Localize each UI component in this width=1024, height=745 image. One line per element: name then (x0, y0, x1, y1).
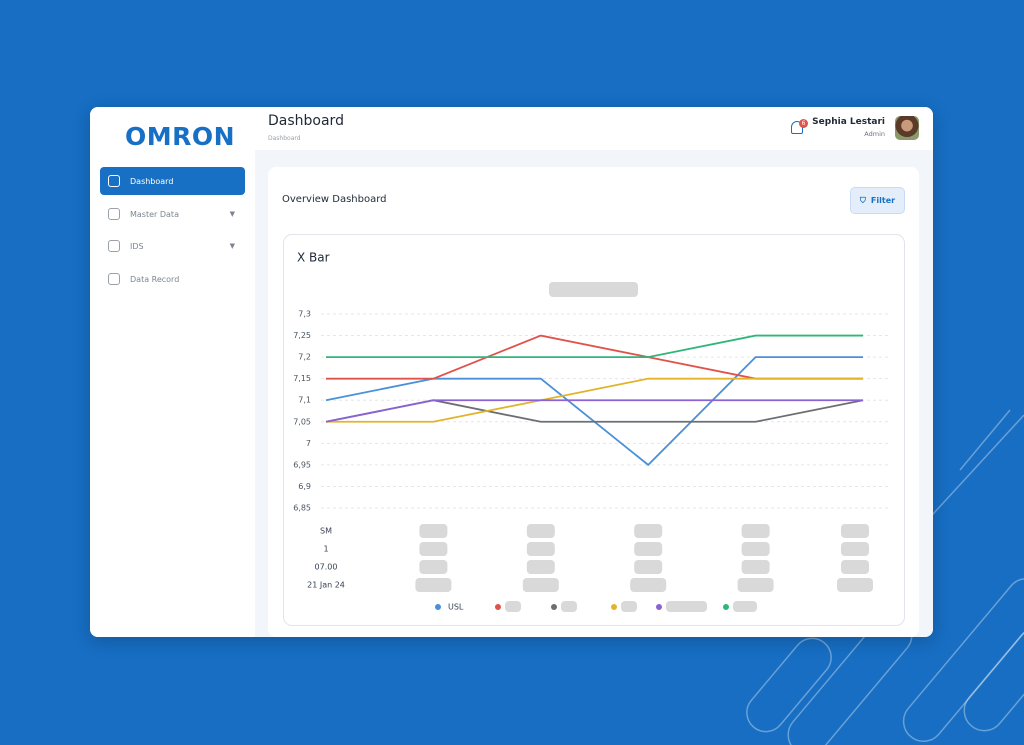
notification-badge: 6 (799, 119, 808, 128)
legend-swatch (551, 604, 557, 610)
redacted-subtitle (549, 282, 638, 297)
filter-label: Filter (870, 196, 896, 205)
redacted-legend-label (505, 601, 521, 612)
redacted-x-label (737, 578, 774, 592)
y-tick-label: 7,2 (298, 353, 311, 362)
redacted-legend-label (733, 601, 757, 612)
filter-button[interactable]: ⛉ Filter (850, 187, 905, 214)
redacted-x-label (630, 578, 667, 592)
series-line (326, 377, 863, 423)
chart-card: X Bar 7,3 7,25 7,2 7,15 7,1 7,05 7 6,95 6,9 6,85 S… (283, 234, 905, 626)
legend-swatch (611, 604, 617, 610)
app-window: OMRON Dashboard Master Data ▼ IDS ▼ Data R… (90, 107, 933, 637)
redacted-x-label (741, 542, 770, 556)
x-row-label: 1 (323, 545, 328, 554)
breadcrumb[interactable]: Dashboard (268, 135, 301, 142)
x-row-label: 21 Jan 24 (307, 581, 345, 590)
panel-title: Overview Dashboard (282, 194, 387, 205)
redacted-x-label (419, 524, 448, 538)
y-tick-label: 6,9 (298, 482, 311, 491)
redacted-x-label (837, 578, 873, 592)
nav-item[interactable]: Master Data ▼ (100, 200, 245, 228)
redacted-x-label (741, 560, 770, 574)
redacted-x-label (526, 560, 555, 574)
page-title: Dashboard (268, 113, 344, 129)
legend-swatch (435, 604, 441, 610)
redacted-x-label (419, 560, 448, 574)
legend-swatch (495, 604, 501, 610)
nav-label: Data Record (130, 274, 180, 284)
redacted-x-label (841, 524, 869, 538)
redacted-x-label (634, 560, 663, 574)
nav-label: Dashboard (130, 176, 174, 186)
nav-item[interactable]: IDS ▼ (100, 232, 245, 260)
logo: OMRON (125, 122, 236, 151)
y-tick-label: 7,15 (293, 374, 311, 383)
redacted-x-label (741, 524, 770, 538)
sidebar: OMRON Dashboard Master Data ▼ IDS ▼ Data R… (90, 107, 255, 637)
redacted-legend-label (666, 601, 707, 612)
redacted-x-label (526, 524, 555, 538)
y-tick-label: 7,05 (293, 417, 311, 426)
nav-label: IDS (130, 241, 144, 251)
redacted-legend-label (621, 601, 637, 612)
redacted-x-label (522, 578, 559, 592)
y-tick-label: 6,95 (293, 460, 311, 469)
redacted-x-label (841, 560, 869, 574)
x-row-label: SM (320, 527, 332, 536)
chart-title: X Bar (297, 251, 330, 265)
series-line (325, 399, 863, 423)
topbar: Dashboard Dashboard 6 Sephia Lestari Adm… (255, 107, 933, 150)
user-role: Admin (864, 130, 885, 138)
y-tick-label: 7,25 (293, 331, 311, 340)
x-row-label: 07.00 (315, 563, 338, 572)
legend-swatch (656, 604, 662, 610)
redacted-x-label (526, 542, 555, 556)
y-tick-label: 7 (306, 439, 311, 448)
chart: X Bar 7,3 7,25 7,2 7,15 7,1 7,05 7 6,95 6,9 6,85 S… (293, 251, 889, 612)
series-line (325, 399, 864, 423)
legend-label: USL (448, 603, 464, 612)
legend-swatch (723, 604, 729, 610)
panel: Overview Dashboard ⛉ Filter X Bar 7,3 7,25… (268, 167, 919, 637)
redacted-legend-label (561, 601, 577, 612)
redacted-x-label (634, 542, 663, 556)
nav-item[interactable]: Data Record (100, 265, 245, 293)
series-line (326, 334, 863, 359)
nav-item[interactable]: Dashboard (100, 167, 245, 195)
y-tick-label: 7,1 (298, 396, 311, 405)
redacted-x-label (419, 542, 448, 556)
y-tick-label: 6,85 (293, 504, 311, 513)
redacted-x-label (634, 524, 663, 538)
series-line (325, 356, 863, 467)
redacted-x-label (841, 542, 869, 556)
redacted-x-label (415, 578, 452, 592)
y-tick-label: 7,3 (298, 310, 311, 319)
user-name: Sephia Lestari (812, 117, 885, 127)
nav-label: Master Data (130, 209, 179, 219)
avatar[interactable] (895, 116, 919, 140)
main-area: Overview Dashboard ⛉ Filter X Bar 7,3 7,25… (255, 150, 933, 637)
